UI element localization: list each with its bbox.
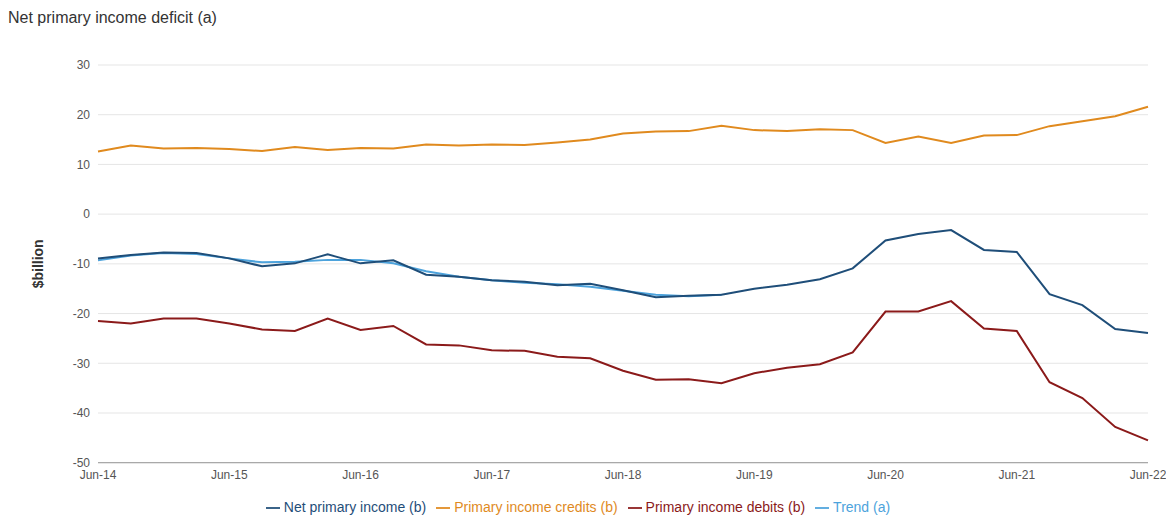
svg-text:-10: -10 — [73, 257, 91, 271]
html-text:Primary income debits (b): Primary income debits (b) — [645, 498, 806, 515]
svg-text:-20: -20 — [73, 307, 91, 321]
svg-text:Jun-18: Jun-18 — [605, 468, 642, 482]
svg-text:Jun-16: Jun-16 — [342, 468, 379, 482]
svg-text:$billion: $billion — [30, 239, 46, 288]
svg-text:Jun-20: Jun-20 — [867, 468, 904, 482]
svg-text:30: 30 — [77, 58, 91, 72]
svg-text:Jun-19: Jun-19 — [736, 468, 773, 482]
svg-text:Jun-14: Jun-14 — [80, 468, 117, 482]
svg-text:0: 0 — [83, 207, 90, 221]
svg-text:20: 20 — [77, 108, 91, 122]
svg-text:-30: -30 — [73, 357, 91, 371]
html-text:Net primary income (b): Net primary income (b) — [283, 498, 427, 515]
html-text:Net primary income deficit (a): Net primary income deficit (a) — [8, 9, 217, 26]
svg-text:-40: -40 — [73, 406, 91, 420]
svg-text:Jun-21: Jun-21 — [998, 468, 1035, 482]
svg-text:10: 10 — [77, 158, 91, 172]
html-text:Trend (a): Trend (a) — [833, 498, 891, 515]
html-text:Primary income credits (b): Primary income credits (b) — [454, 498, 618, 515]
svg-text:Jun-15: Jun-15 — [211, 468, 248, 482]
svg-text:-50: -50 — [73, 456, 91, 470]
svg-text:Jun-22: Jun-22 — [1130, 468, 1166, 482]
svg-text:Jun-17: Jun-17 — [473, 468, 510, 482]
